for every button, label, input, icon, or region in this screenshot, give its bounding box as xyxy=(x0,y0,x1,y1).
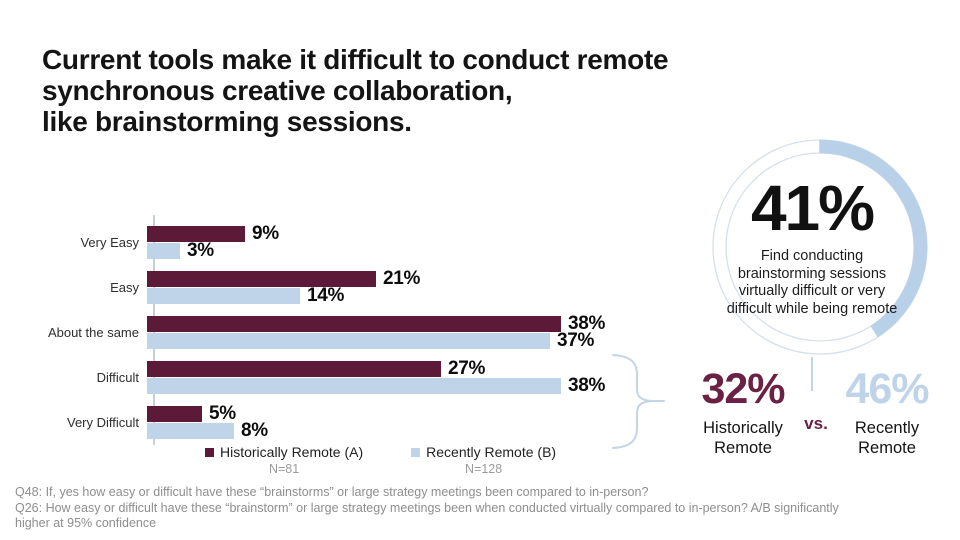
chart-legend: Historically Remote (A) N=81 Recently Re… xyxy=(205,444,556,476)
donut-text: 41% Find conducting brainstorming sessio… xyxy=(715,176,909,318)
donut-arc-41pct xyxy=(712,139,928,355)
bar-value-label: 38% xyxy=(568,312,606,334)
legend-swatch-lightblue xyxy=(411,447,421,457)
legend-item-historically-remote: Historically Remote (A) N=81 xyxy=(205,444,363,476)
legend-item-recently-remote: Recently Remote (B) N=128 xyxy=(411,444,556,476)
bar-group-about-the-same: About the same 38% 37% xyxy=(40,312,606,351)
donut-stat: 41% Find conducting brainstorming sessio… xyxy=(705,132,935,362)
donut-ring xyxy=(712,139,928,355)
stat-historically-remote: 32% Historically Remote xyxy=(683,368,803,458)
donut-value: 41% xyxy=(750,172,875,244)
bar-group-difficult: Difficult 27% 38% xyxy=(40,357,606,396)
bar-historically-remote-a- xyxy=(147,405,202,422)
bar-value-label: 5% xyxy=(209,402,236,424)
legend-sample-size: N=81 xyxy=(268,462,300,476)
legend-label: Historically Remote (A) xyxy=(220,444,364,460)
bar-historically-remote-a- xyxy=(147,225,245,242)
footnote-q48: Q48: If, yes how easy or difficult have … xyxy=(15,485,649,499)
footnotes: Q48: If, yes how easy or difficult have … xyxy=(15,485,935,532)
category-label: Very Easy xyxy=(80,234,139,250)
title-line-1: Current tools make it difficult to condu… xyxy=(42,44,669,75)
footnote-q26: Q26: How easy or difficult have these “b… xyxy=(15,500,839,515)
bar-value-label: 38% xyxy=(568,374,606,396)
bar-historically-remote-a- xyxy=(147,360,441,377)
stat-value: 32% xyxy=(701,365,785,413)
bar-value-label: 37% xyxy=(557,329,595,351)
donut-connector-line xyxy=(811,357,813,391)
title-line-3: like brainstorming sessions. xyxy=(42,106,412,137)
bar-historically-remote-a- xyxy=(147,270,376,287)
bar-group-very-easy: Very Easy 9% 3% xyxy=(40,222,605,261)
category-label: Difficult xyxy=(96,369,139,385)
stat-label: Recently Remote xyxy=(854,419,920,457)
vs-label: vs. xyxy=(804,414,828,433)
bar-value-label: 3% xyxy=(187,239,214,261)
bar-value-label: 9% xyxy=(252,222,279,244)
bar-group-very-difficult: Very Difficult 5% 8% xyxy=(40,402,605,441)
legend-swatch-maroon xyxy=(205,447,214,457)
bar-group-easy: Easy 21% 14% xyxy=(40,267,605,306)
bar-recently-remote-b- xyxy=(147,287,300,304)
legend-label: Recently Remote (B) xyxy=(426,444,557,460)
bar-recently-remote-b- xyxy=(147,422,234,439)
stat-recently-remote: 46% Recently Remote xyxy=(831,368,943,458)
bar-value-label: 27% xyxy=(448,357,486,379)
footnote-q26-cont: higher at 95% confidence xyxy=(15,516,157,530)
stat-label: Historically Remote xyxy=(703,419,783,457)
bar-recently-remote-b- xyxy=(147,377,561,394)
donut-description: Find conducting brainstorming sessions v… xyxy=(726,248,898,317)
legend-sample-size: N=128 xyxy=(465,462,503,476)
bar-rows: Very Easy 9% 3% Easy 21% 14% About the same 38%… xyxy=(40,222,606,450)
bar-recently-remote-b- xyxy=(147,332,550,349)
bar-historically-remote-a- xyxy=(147,315,561,332)
category-label: Very Difficult xyxy=(66,414,139,430)
bar-value-label: 14% xyxy=(307,284,345,306)
bar-chart: Very Easy 9% 3% Easy 21% 14% About the same 38%… xyxy=(40,215,680,447)
bar-recently-remote-b- xyxy=(147,242,180,259)
stat-value: 46% xyxy=(845,365,929,413)
title-line-2: synchronous creative collaboration, xyxy=(42,75,513,106)
bar-value-label: 8% xyxy=(241,419,268,441)
bar-value-label: 21% xyxy=(383,267,421,289)
category-label: Easy xyxy=(110,279,139,295)
category-label: About the same xyxy=(47,324,139,340)
grouping-brace xyxy=(612,354,665,449)
page-title: Current tools make it difficult to condu… xyxy=(42,44,862,137)
